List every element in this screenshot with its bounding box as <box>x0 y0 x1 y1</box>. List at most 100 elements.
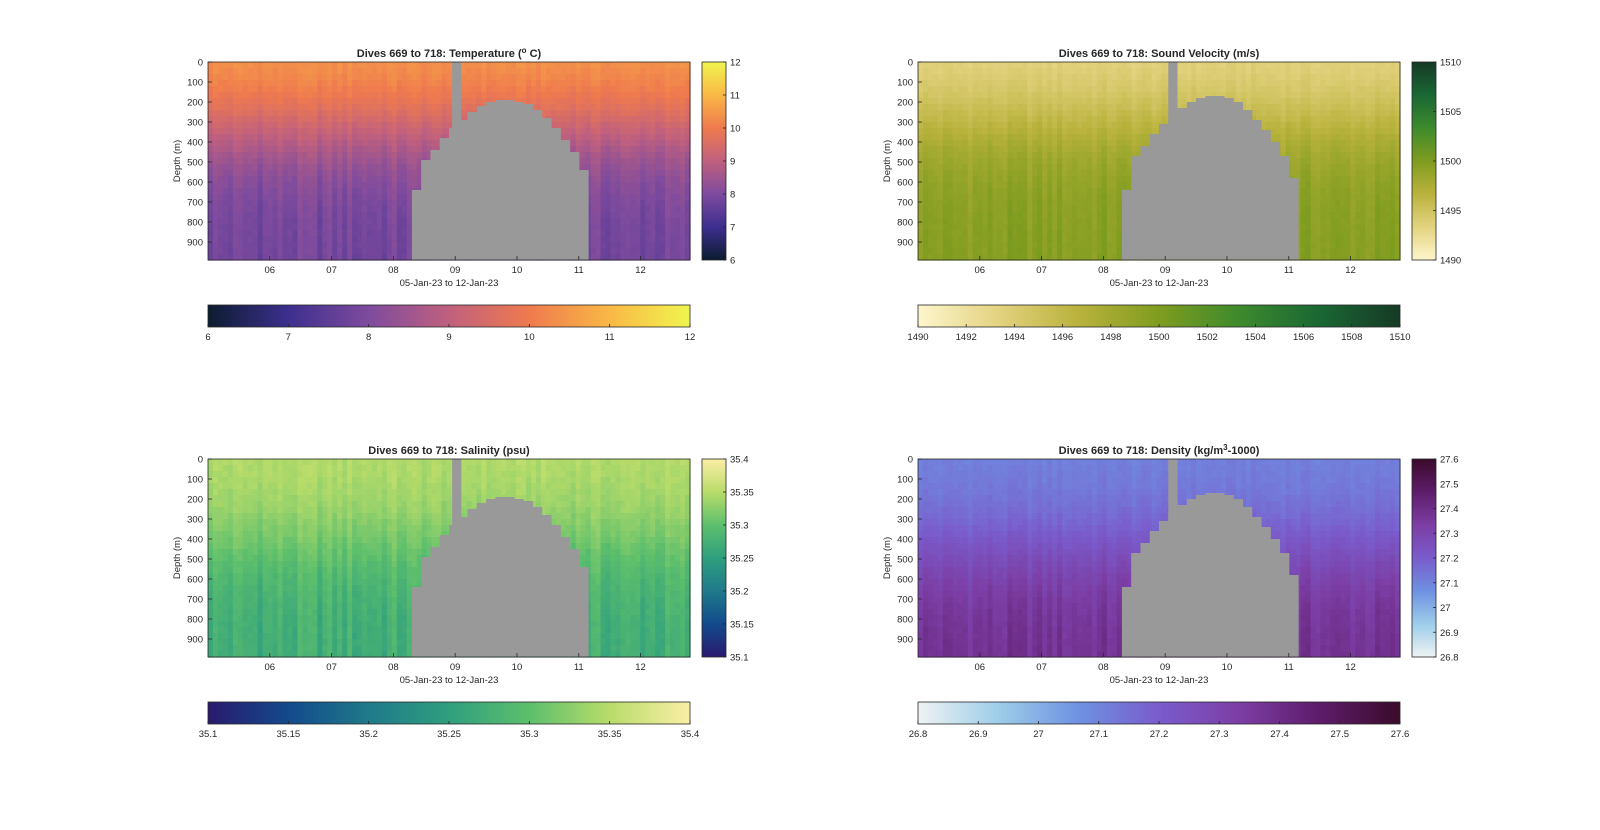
temperature-cell <box>362 128 368 135</box>
temperature-cell <box>665 254 671 261</box>
sound-velocity-cell <box>967 218 974 225</box>
temperature-cell <box>277 146 284 153</box>
sound-velocity-cell <box>992 86 999 93</box>
sound-velocity-cell <box>947 62 954 69</box>
sound-velocity-cell <box>1062 146 1068 153</box>
temperature-cell <box>208 182 214 189</box>
temperature-cell <box>247 74 254 81</box>
sound-velocity-cell <box>1022 176 1028 183</box>
temperature-cell <box>237 128 244 135</box>
temperature-cell <box>406 176 413 183</box>
sound-velocity-cell <box>932 206 939 213</box>
sound-velocity-cell <box>1096 248 1103 255</box>
temperature-cell <box>550 98 557 105</box>
temperature-cell <box>675 188 681 195</box>
temperature-cell <box>461 68 467 75</box>
temperature-cell <box>317 206 323 213</box>
temperature-cell <box>302 62 308 69</box>
sound-velocity-cell <box>1116 68 1123 75</box>
sound-velocity-cell <box>1042 218 1048 225</box>
temperature-cell <box>317 122 323 129</box>
temperature-cell <box>655 74 661 81</box>
temperature-cell <box>635 68 641 75</box>
sound-velocity-cell <box>967 68 974 75</box>
temperature-cell <box>620 248 626 255</box>
sound-velocity-cell <box>1062 152 1068 159</box>
temperature-cell <box>411 122 418 129</box>
temperature-cell <box>277 128 284 135</box>
temperature-cell <box>396 242 403 249</box>
temperature-cell <box>655 92 661 99</box>
temperature-cell <box>630 140 636 147</box>
temperature-cell <box>292 74 299 81</box>
sound-velocity-cell <box>952 182 959 189</box>
sound-velocity-cell <box>1091 176 1098 183</box>
temperature-cell <box>565 92 572 99</box>
sound-velocity-cell <box>947 206 954 213</box>
temperature-cell <box>411 128 418 135</box>
sound-velocity-cell <box>1136 134 1143 141</box>
sound-velocity-cell <box>982 110 989 117</box>
temperature-cell <box>386 194 393 201</box>
sound-velocity-cell <box>1121 134 1128 141</box>
temperature-cell <box>222 158 229 165</box>
sound-velocity-cell <box>1027 218 1033 225</box>
temperature-cell <box>287 188 294 195</box>
temperature-cell <box>625 92 631 99</box>
temperature-cell <box>685 92 691 99</box>
temperature-cell <box>625 254 631 261</box>
sound-velocity-cell <box>1032 218 1038 225</box>
sound-velocity-cell <box>1057 128 1063 135</box>
temperature-cell <box>352 122 358 129</box>
sound-velocity-cell <box>1067 146 1073 153</box>
temperature-cell <box>337 104 343 111</box>
temperature-cell <box>590 212 597 219</box>
temperature-cell <box>222 62 229 69</box>
temperature-cell <box>570 140 577 147</box>
temperature-cell <box>371 236 378 243</box>
temperature-cell <box>327 152 333 159</box>
temperature-cell <box>371 74 378 81</box>
temperature-x-tick-label: 07 <box>326 265 337 276</box>
sound-velocity-cell <box>957 230 964 237</box>
temperature-cell <box>590 74 597 81</box>
temperature-cell <box>381 212 388 219</box>
temperature-cell <box>277 74 284 81</box>
temperature-cell <box>416 170 423 177</box>
temperature-mask-step <box>532 110 543 260</box>
temperature-cell <box>357 74 363 81</box>
temperature-cell <box>555 62 562 69</box>
sound-velocity-cell <box>937 212 944 219</box>
sound-velocity-cell <box>962 104 969 111</box>
temperature-cell <box>391 104 398 111</box>
sound-velocity-cell <box>1111 92 1118 99</box>
temperature-cell <box>337 92 343 99</box>
temperature-cell <box>352 212 358 219</box>
temperature-cell <box>640 218 646 225</box>
temperature-cell <box>277 158 284 165</box>
temperature-cell <box>550 104 557 111</box>
temperature-cell <box>317 164 323 171</box>
sound-velocity-cell <box>937 80 944 87</box>
sound-velocity-cell <box>1032 230 1038 237</box>
temperature-cell <box>411 80 418 87</box>
temperature-cell <box>232 98 239 105</box>
temperature-cell <box>391 158 398 165</box>
sound-velocity-cell <box>1072 86 1078 93</box>
sound-velocity-cell <box>982 80 989 87</box>
sound-velocity-cell <box>1072 74 1078 81</box>
sound-velocity-cell <box>947 104 954 111</box>
sound-velocity-cell <box>957 140 964 147</box>
temperature-cell <box>436 128 443 135</box>
sound-velocity-cell <box>967 128 974 135</box>
sound-velocity-cell <box>1151 68 1158 75</box>
sound-velocity-cell <box>982 98 989 105</box>
sound-velocity-cell <box>972 248 979 255</box>
temperature-cell <box>441 128 448 135</box>
temperature-cell <box>411 152 418 159</box>
temperature-cell <box>685 200 691 207</box>
sound-velocity-cell <box>1101 242 1108 249</box>
sound-velocity-cell <box>952 212 959 219</box>
sound-velocity-cell <box>1022 152 1028 159</box>
temperature-cell <box>208 68 214 75</box>
